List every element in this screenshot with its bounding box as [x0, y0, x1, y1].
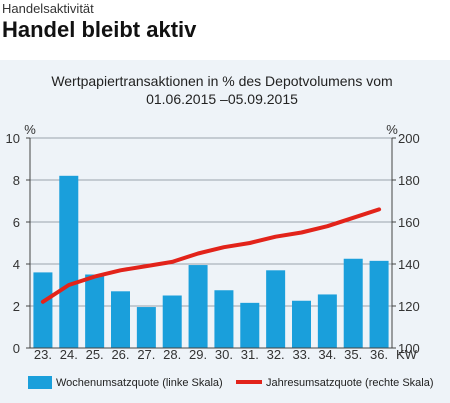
bar: [33, 272, 53, 348]
chart-headline: Handel bleibt aktiv: [2, 17, 197, 42]
bar: [292, 300, 311, 348]
right-tick-label: 160: [398, 215, 420, 230]
x-tick-label: 34.: [318, 347, 336, 362]
bar: [136, 307, 156, 348]
x-tick-label: 27.: [137, 347, 155, 362]
chart-title-line1: Wertpapiertransaktionen in % des Depotvo…: [51, 73, 392, 89]
x-tick-label: 23.: [34, 347, 52, 362]
bar-series: [33, 175, 389, 348]
bar: [369, 260, 389, 348]
x-tick-label: 31.: [241, 347, 259, 362]
x-tick-label: 24.: [60, 347, 78, 362]
x-tick-label: 29.: [189, 347, 207, 362]
left-tick-label: 4: [13, 257, 20, 272]
bar: [85, 274, 105, 348]
line-series: [40, 207, 382, 304]
right-tick-label: 140: [398, 257, 420, 272]
left-tick-label: 6: [13, 215, 20, 230]
bar: [266, 270, 286, 348]
right-tick-label: 200: [398, 131, 420, 146]
x-axis-unit: KW: [396, 347, 418, 362]
left-tick-label: 0: [13, 341, 20, 356]
left-axis-ticks: 0 2 4 6 8 10: [6, 131, 30, 356]
bar: [214, 290, 234, 348]
bar: [343, 258, 363, 348]
x-tick-label: 28.: [163, 347, 181, 362]
bar: [188, 265, 208, 348]
x-tick-label: 33.: [292, 347, 310, 362]
bar: [162, 295, 182, 348]
right-axis-ticks: 100 120 140 160 180 200: [392, 131, 420, 356]
left-tick-label: 2: [13, 299, 20, 314]
x-axis-ticks: 23. 24. 25. 26. 27. 28. 29. 30. 31. 32. 33. 34. 35. 3…: [34, 347, 388, 362]
bar: [59, 175, 79, 348]
right-tick-label: 120: [398, 299, 420, 314]
legend-line-label: Jahresumsatzquote (rechte Skala): [266, 377, 434, 389]
bar: [240, 302, 260, 348]
x-tick-label: 30.: [215, 347, 233, 362]
legend-bar-swatch: [28, 376, 52, 389]
right-tick-label: 100: [398, 341, 420, 356]
left-axis-unit: %: [24, 122, 36, 137]
chart-title-line2: 01.06.2015 –05.09.2015: [146, 91, 298, 107]
right-axis-unit: %: [386, 122, 398, 137]
x-tick-label: 36.: [370, 347, 388, 362]
right-tick-label: 180: [398, 173, 420, 188]
chart-kicker: Handelsaktivität: [2, 1, 94, 16]
left-tick-label: 8: [13, 173, 20, 188]
bar: [111, 291, 130, 348]
x-tick-label: 26.: [111, 347, 129, 362]
left-tick-label: 10: [6, 131, 20, 146]
x-tick-label: 35.: [344, 347, 362, 362]
bar: [317, 294, 337, 348]
legend-bar-label: Wochenumsatzquote (linke Skala): [56, 377, 223, 389]
x-tick-label: 32.: [267, 347, 285, 362]
x-tick-label: 25.: [86, 347, 104, 362]
